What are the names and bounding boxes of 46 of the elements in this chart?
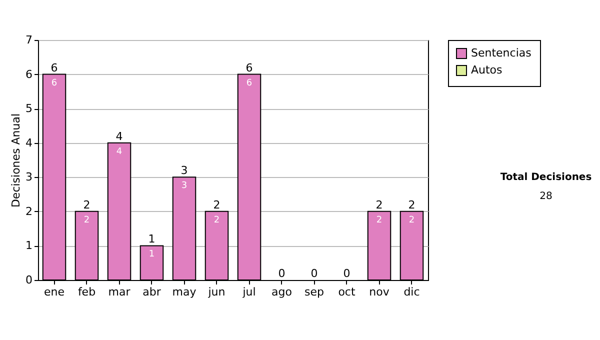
- total-label: 2: [83, 198, 90, 212]
- total-label: 3: [180, 164, 188, 178]
- x-tick-label: ago: [272, 286, 292, 298]
- total-label: 1: [148, 232, 156, 246]
- data-label: 2: [408, 215, 415, 226]
- y-tick-label: 6: [26, 68, 32, 81]
- x-tick-label: abr: [142, 286, 162, 298]
- data-label: 3: [181, 181, 188, 192]
- data-label: 2: [376, 215, 382, 226]
- data-label: 2: [84, 215, 90, 226]
- text: Total Decisiones: [499, 172, 593, 183]
- legend-label: Autos: [471, 64, 503, 76]
- x-tick-label: dic: [404, 286, 420, 298]
- x-tick-label: mar: [108, 286, 131, 298]
- total-label: 2: [213, 198, 220, 212]
- x-tick-label: sep: [304, 286, 324, 298]
- data-label: 4: [116, 146, 122, 157]
- y-tick-label: 4: [26, 136, 32, 150]
- x-tick-label: may: [172, 286, 197, 298]
- total-label: 2: [376, 198, 383, 212]
- x-tick-label: jun: [207, 286, 226, 298]
- y-tick-label: 1: [26, 239, 32, 252]
- total-label: 2: [408, 198, 416, 212]
- x-tick-label: ene: [44, 286, 65, 298]
- total-label: 6: [246, 61, 253, 74]
- x-tick-label: feb: [78, 286, 96, 298]
- total-label: 4: [116, 130, 123, 143]
- text: 28: [538, 191, 554, 202]
- legend-label: Sentencias: [471, 46, 532, 60]
- data-label: 6: [246, 78, 252, 88]
- x-tick-label: oct: [338, 286, 356, 298]
- y-tick-label: 0: [26, 274, 32, 286]
- y-tick-label: 2: [26, 204, 32, 218]
- x-tick-label: nov: [369, 286, 390, 298]
- y-tick-label: 3: [26, 170, 32, 184]
- y-tick-label: 5: [26, 102, 32, 116]
- total-label: 0: [310, 267, 318, 280]
- x-tick-label: jul: [242, 286, 256, 298]
- data-label: 6: [51, 78, 58, 88]
- total-label: 0: [278, 267, 286, 280]
- total-label: 0: [343, 267, 350, 280]
- total-label: 6: [50, 61, 58, 74]
- y-tick-label: 7: [26, 34, 32, 46]
- y-axis-title: Decisiones Anual: [10, 113, 22, 208]
- data-label: 2: [214, 215, 220, 226]
- data-label: 1: [148, 250, 155, 260]
